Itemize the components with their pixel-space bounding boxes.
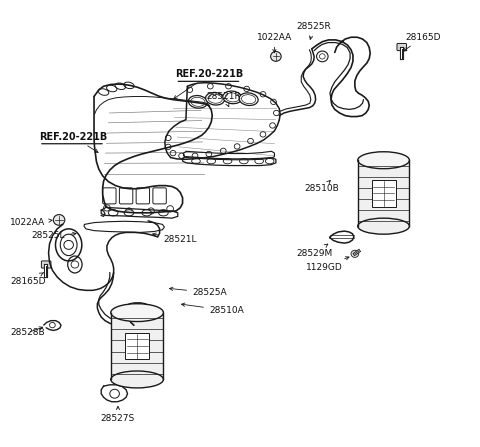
Ellipse shape xyxy=(239,93,258,105)
Text: 28521L: 28521L xyxy=(153,233,197,244)
Circle shape xyxy=(53,215,65,225)
Bar xyxy=(111,312,163,380)
Ellipse shape xyxy=(205,93,225,105)
Text: 28525A: 28525A xyxy=(169,287,227,297)
FancyBboxPatch shape xyxy=(397,43,407,51)
Text: 28527S: 28527S xyxy=(101,406,135,423)
Circle shape xyxy=(369,155,379,164)
Ellipse shape xyxy=(265,158,274,164)
Ellipse shape xyxy=(240,158,248,164)
Ellipse shape xyxy=(111,371,163,388)
Ellipse shape xyxy=(207,158,216,164)
Ellipse shape xyxy=(192,158,200,164)
FancyBboxPatch shape xyxy=(103,188,116,204)
Text: REF.20-221B: REF.20-221B xyxy=(39,131,107,152)
Ellipse shape xyxy=(158,210,168,216)
Circle shape xyxy=(351,250,359,257)
Ellipse shape xyxy=(358,152,409,169)
Text: 28521R: 28521R xyxy=(206,92,241,107)
Circle shape xyxy=(271,51,281,61)
Text: 28510B: 28510B xyxy=(305,181,339,193)
Circle shape xyxy=(71,261,79,268)
Text: REF.20-221B: REF.20-221B xyxy=(174,69,244,99)
Text: 28165D: 28165D xyxy=(10,273,46,286)
Text: 1022AA: 1022AA xyxy=(257,33,292,53)
Text: 28528B: 28528B xyxy=(10,327,45,337)
Ellipse shape xyxy=(108,210,118,216)
Circle shape xyxy=(317,51,328,62)
Ellipse shape xyxy=(124,210,134,216)
Text: 28529M: 28529M xyxy=(297,244,333,258)
Text: 28510A: 28510A xyxy=(181,303,244,315)
FancyBboxPatch shape xyxy=(125,333,149,359)
FancyBboxPatch shape xyxy=(120,188,133,204)
Ellipse shape xyxy=(223,158,232,164)
Ellipse shape xyxy=(223,91,242,104)
FancyBboxPatch shape xyxy=(153,188,166,204)
FancyBboxPatch shape xyxy=(41,261,51,268)
Ellipse shape xyxy=(188,96,207,108)
Text: 28165D: 28165D xyxy=(403,33,441,51)
Circle shape xyxy=(104,205,110,211)
Text: 1129GD: 1129GD xyxy=(306,257,349,272)
Circle shape xyxy=(110,389,120,398)
Ellipse shape xyxy=(142,210,152,216)
Circle shape xyxy=(167,206,173,212)
Ellipse shape xyxy=(255,158,264,164)
FancyBboxPatch shape xyxy=(372,180,396,207)
Ellipse shape xyxy=(358,218,409,234)
Bar xyxy=(358,160,409,226)
Text: 28525R: 28525R xyxy=(296,22,331,39)
Circle shape xyxy=(64,240,73,249)
FancyBboxPatch shape xyxy=(136,188,150,204)
Circle shape xyxy=(126,208,132,214)
Circle shape xyxy=(148,208,155,214)
Text: 28525L: 28525L xyxy=(32,232,76,240)
Text: 1022AA: 1022AA xyxy=(10,218,52,227)
Ellipse shape xyxy=(111,304,163,321)
